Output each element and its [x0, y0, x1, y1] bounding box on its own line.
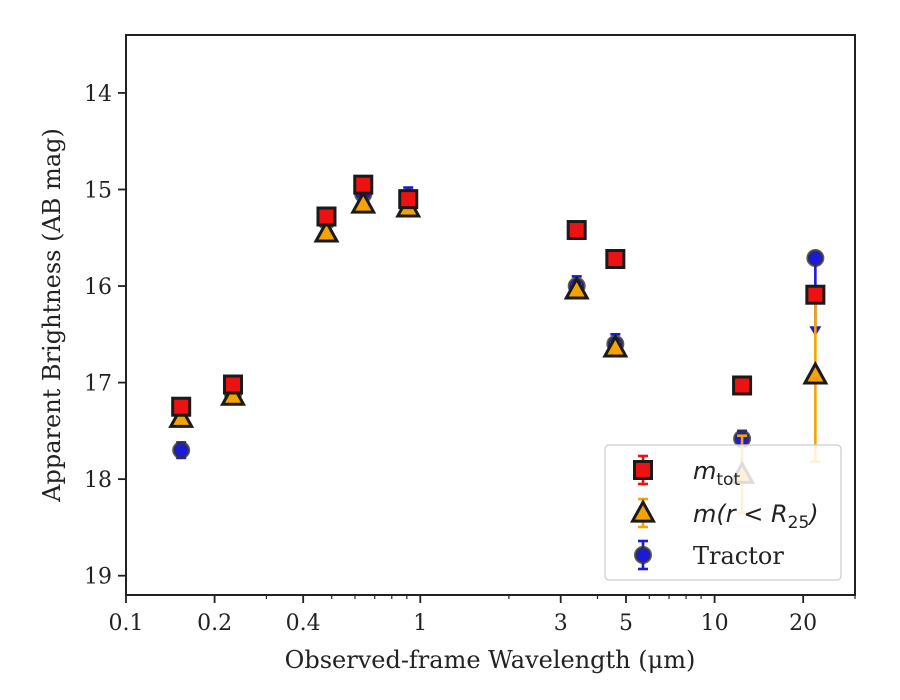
data-point — [316, 206, 337, 227]
y-axis-title: Apparent Brightness (AB mag) — [38, 128, 66, 503]
data-point — [805, 284, 826, 305]
y-tick-label: 19 — [84, 565, 112, 590]
legend-marker — [633, 460, 653, 480]
legend-entry: Tractor — [634, 539, 784, 571]
x-tick-label: 0.1 — [109, 611, 144, 636]
y-tick-label: 17 — [84, 372, 112, 397]
legend-label: mtot — [693, 457, 740, 490]
data-point — [398, 189, 419, 210]
plot-frame — [125, 34, 856, 596]
x-tick-label: 0.2 — [197, 611, 232, 636]
data-point — [566, 220, 587, 241]
legend-label: m(r < R25) — [693, 500, 819, 533]
legend-box — [604, 444, 842, 581]
x-tick-label: 20 — [789, 611, 817, 636]
legend-entry: mtot — [633, 454, 740, 490]
data-point — [168, 404, 195, 428]
data-point — [732, 375, 753, 396]
data-point — [350, 190, 377, 214]
legend-marker — [630, 499, 656, 523]
y-tick-label: 16 — [84, 275, 112, 300]
legend-marker — [634, 546, 652, 564]
legend-entry: m(r < R25) — [630, 497, 819, 533]
x-tick-label: 1 — [413, 611, 427, 636]
axes: 0.1 0.2 0.4 1 3 5 10 20 14 15 16 17 18 19 — [84, 34, 856, 636]
legend: mtot m(r < R25) Tractor — [604, 444, 842, 581]
series-square — [171, 174, 826, 417]
data-point — [313, 218, 340, 243]
y-tick-label: 14 — [84, 82, 112, 107]
y-tick-label: 18 — [84, 468, 112, 493]
x-tick-label: 3 — [554, 611, 568, 636]
x-tick-label: 5 — [619, 611, 633, 636]
data-point — [172, 441, 191, 460]
data-point — [171, 396, 192, 417]
x-tick-label: 0.4 — [286, 611, 321, 636]
data-marks — [168, 174, 829, 515]
data-point — [220, 382, 246, 406]
data-point — [563, 275, 590, 300]
legend-label: Tractor — [693, 542, 784, 570]
series-circle — [172, 185, 825, 460]
data-point — [223, 374, 244, 395]
data-point — [602, 333, 629, 358]
y-tick-label: 15 — [84, 178, 112, 203]
data-point — [806, 249, 825, 268]
data-point — [353, 174, 374, 195]
data-point — [802, 360, 829, 385]
data-point — [605, 249, 626, 269]
x-tick-label: 10 — [701, 611, 729, 636]
x-axis-title: Observed-frame Wavelength (μm) — [285, 646, 696, 674]
